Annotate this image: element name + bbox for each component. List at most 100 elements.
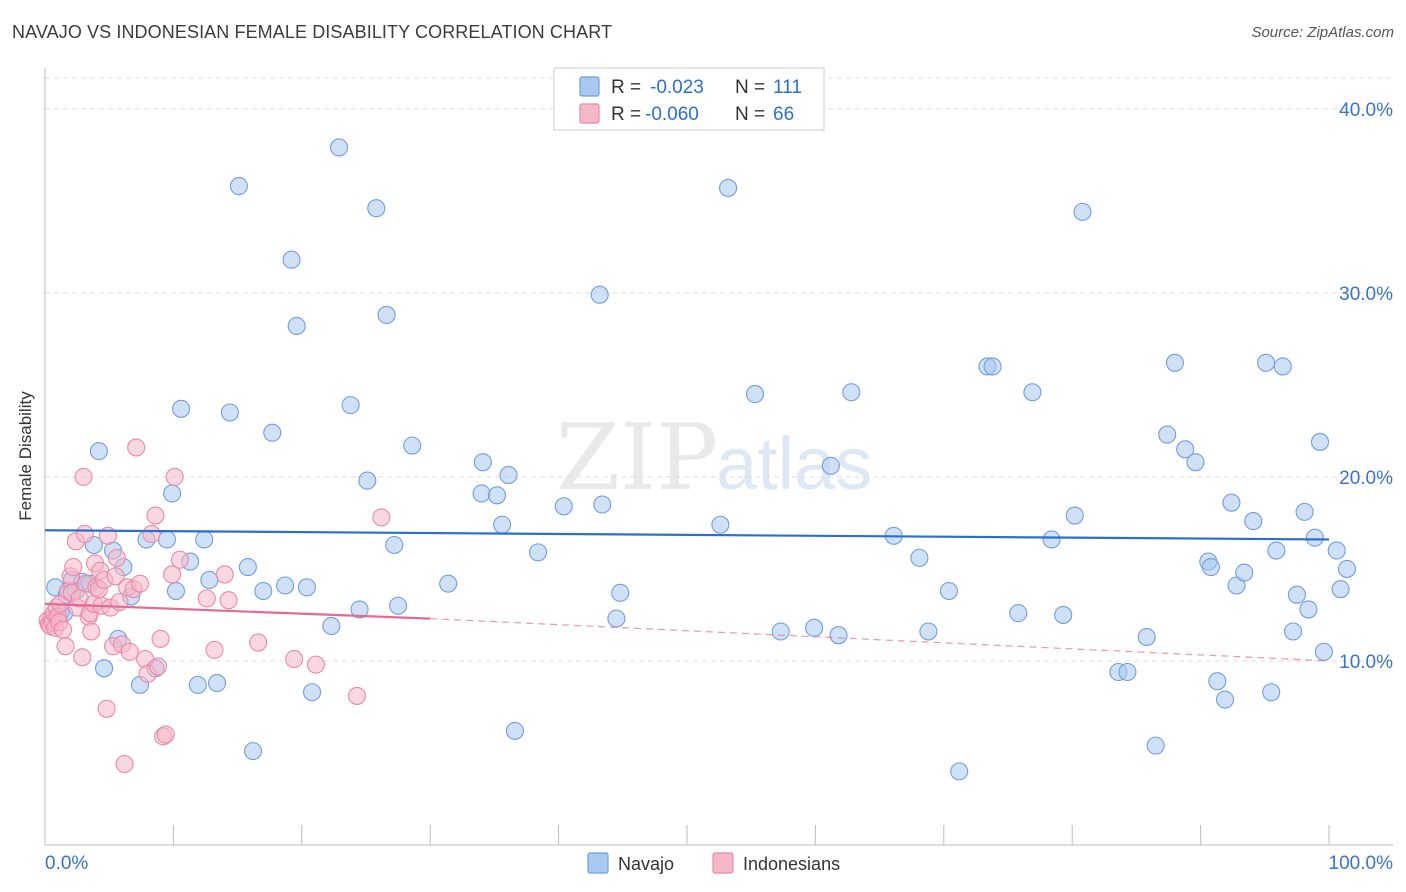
navajo-point [1158, 425, 1177, 444]
navajo-point [829, 626, 848, 645]
navajo-point [1146, 736, 1165, 755]
trend-lines [44, 529, 1330, 662]
indonesians-point [285, 650, 304, 669]
navajo-point [389, 596, 408, 615]
navajo-point [1331, 580, 1350, 599]
navajo-point [163, 484, 182, 503]
navajo-point [919, 622, 938, 641]
navajo-point [358, 471, 377, 490]
indonesians-point [130, 574, 150, 593]
navajo-point [939, 581, 958, 601]
indonesians-point [106, 567, 125, 586]
indonesians-trend-line [44, 602, 431, 620]
axis-ticks: 10.0% 20.0% 30.0% 40.0% 0.0% 100.0% [44, 100, 1394, 874]
indonesians-point [120, 642, 139, 661]
indonesians-point [97, 699, 116, 718]
legend-r-label-navajo: R = [611, 77, 641, 98]
navajo-point [303, 683, 322, 702]
navajo-point [1054, 605, 1073, 624]
navajo-point [208, 673, 227, 693]
navajo-point [493, 515, 512, 534]
legend-n-value-indonesians: 66 [773, 104, 794, 125]
indonesians-point [215, 565, 234, 584]
y-tick-label: 40.0% [1339, 100, 1393, 121]
navajo-point [200, 570, 219, 590]
data-points [38, 138, 1357, 781]
navajo-point [505, 721, 524, 740]
navajo-point [282, 250, 301, 269]
navajo-point [350, 600, 369, 619]
navajo-point [385, 535, 404, 555]
navajo-point [1176, 440, 1195, 459]
navajo-point [1165, 353, 1184, 372]
navajo-point [439, 574, 458, 593]
indonesians-point [163, 565, 182, 584]
navajo-point [276, 576, 295, 595]
navajo-point [377, 305, 396, 324]
indonesians-point [372, 508, 391, 527]
indonesians-point [107, 548, 126, 567]
indonesians-point [74, 467, 93, 486]
navajo-point [329, 138, 349, 157]
navajo-point [188, 675, 207, 694]
navajo-point [1327, 541, 1346, 560]
navajo-trend-line [44, 529, 1330, 541]
axes [44, 68, 1393, 846]
navajo-point [1222, 493, 1241, 512]
chart-title: NAVAJO VS INDONESIAN FEMALE DISABILITY C… [12, 22, 613, 42]
indonesians-point [197, 589, 216, 608]
navajo-point [322, 616, 341, 636]
indonesians-point [75, 524, 94, 544]
navajo-point [287, 316, 306, 336]
navajo-point [166, 581, 186, 601]
navajo-point [950, 762, 969, 781]
legend-r-label-indonesians: R = [611, 104, 641, 125]
bottom-legend-indonesians-label: Indonesians [743, 854, 840, 874]
navajo-point [1299, 600, 1318, 619]
x-tick-label: 100.0% [1329, 853, 1394, 874]
navajo-point [719, 178, 738, 197]
indonesians-point [127, 438, 146, 457]
navajo-point [554, 497, 573, 516]
navajo-point [1314, 642, 1333, 661]
navajo-point [1283, 622, 1303, 641]
indonesians-point [219, 591, 238, 610]
navajo-point [821, 456, 840, 475]
indonesians-point [306, 655, 325, 674]
watermark-zip: ZIP [556, 404, 718, 511]
navajo-point [367, 199, 386, 218]
indonesians-point [64, 558, 83, 577]
navajo-point [805, 618, 824, 637]
navajo-point [243, 742, 263, 761]
navajo-point [1215, 690, 1235, 709]
navajo-point [473, 453, 492, 472]
navajo-point [238, 558, 257, 577]
legend-n-value-navajo: 111 [773, 77, 802, 98]
navajo-point [487, 486, 507, 505]
navajo-point [529, 543, 548, 562]
navajo-point [403, 436, 422, 455]
navajo-point [1042, 530, 1061, 549]
x-tick-label: 0.0% [45, 853, 88, 874]
navajo-point [1201, 558, 1220, 577]
navajo-point [1262, 683, 1281, 702]
navajo-point [1073, 202, 1092, 221]
navajo-point [220, 403, 239, 422]
navajo-point [172, 399, 191, 418]
navajo-point [1273, 357, 1292, 376]
navajo-point [95, 659, 114, 678]
navajo-point [1023, 383, 1042, 402]
navajo-point [297, 578, 316, 597]
navajo-point [263, 423, 282, 442]
navajo-point [1257, 353, 1276, 372]
indonesians-point [205, 640, 224, 659]
legend-navajo-swatch [579, 76, 600, 97]
navajo-point [771, 622, 790, 641]
navajo-point [1287, 585, 1306, 604]
navajo-point [472, 484, 491, 503]
navajo-point [611, 583, 630, 602]
bottom-legend-indonesians-swatch [712, 852, 734, 874]
indonesians-point [170, 550, 189, 569]
navajo-point [593, 495, 612, 514]
navajo-point [1337, 559, 1357, 578]
